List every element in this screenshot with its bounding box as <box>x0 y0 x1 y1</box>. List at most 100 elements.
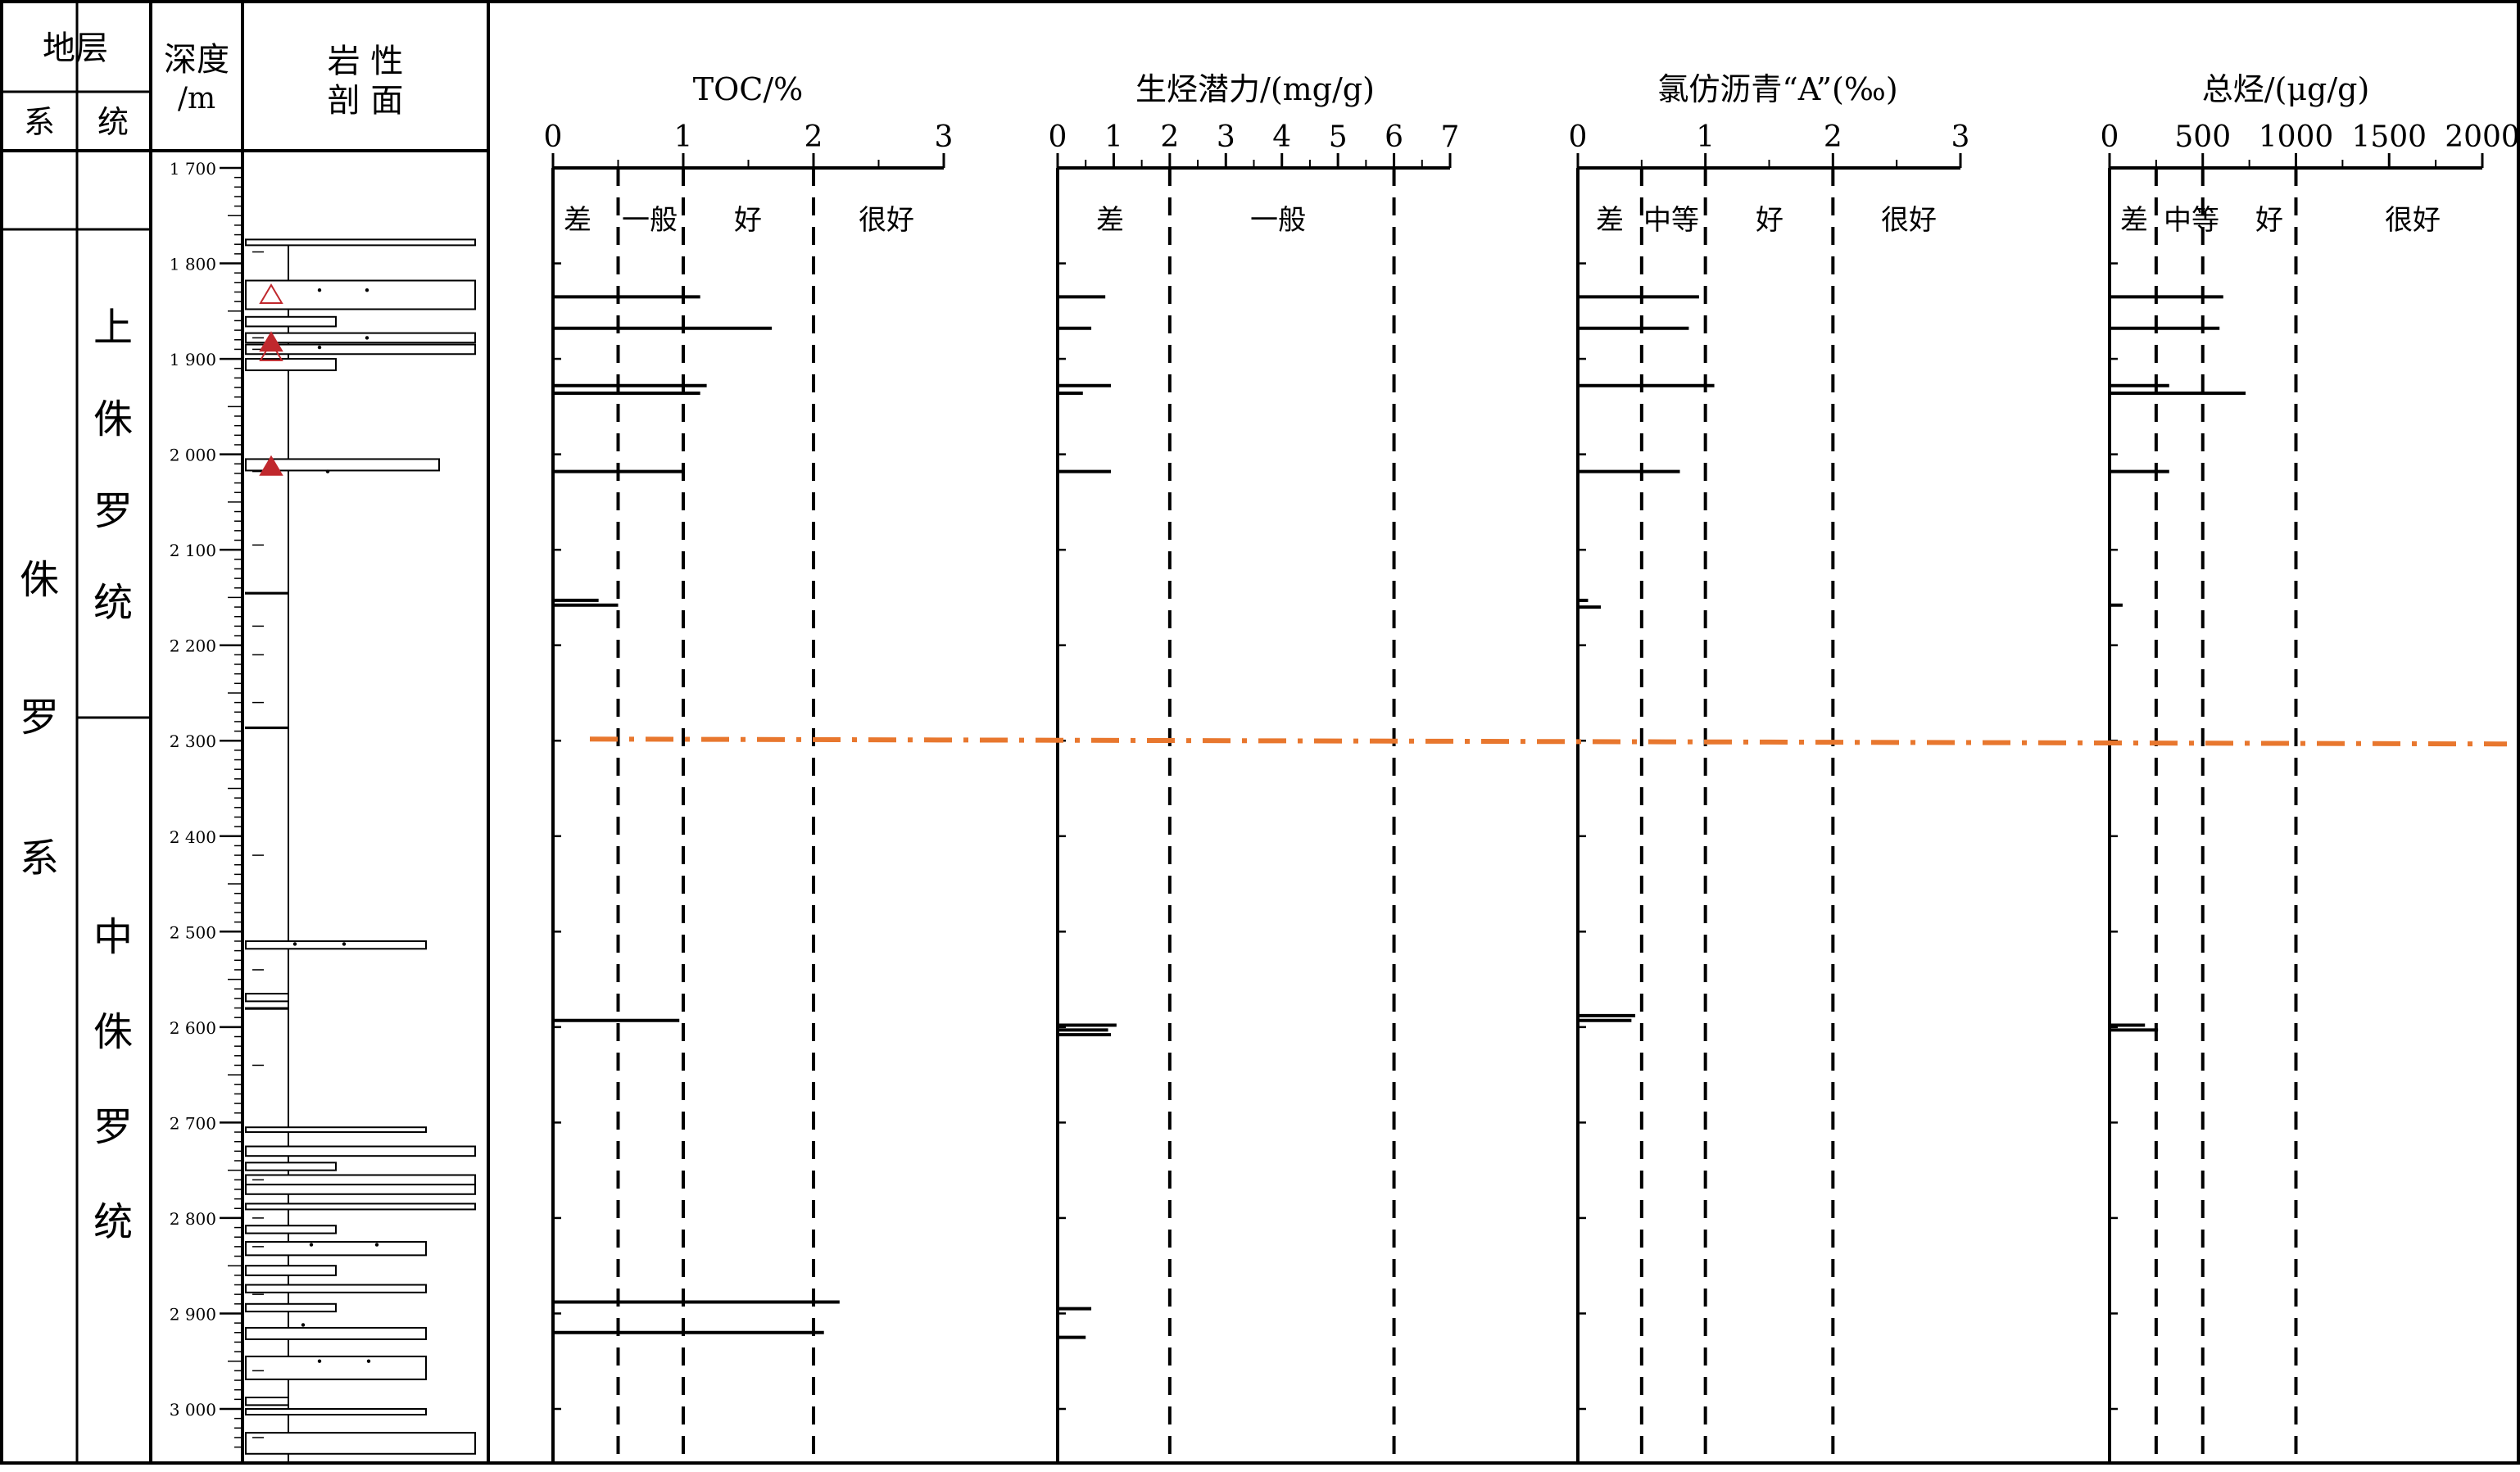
panel-2: 氯仿沥青“A”(‰) 0 1 2 3 差 中等 好 很好 <box>1569 71 1969 1463</box>
lith-bed <box>245 1203 476 1211</box>
panel-tick-label: 0 <box>1049 120 1067 154</box>
stratum-header: 地层 <box>43 29 108 67</box>
lith-bed <box>245 940 427 950</box>
lith-bed <box>245 458 440 472</box>
depth-tick-label: 1 800 <box>170 255 216 274</box>
depth-tick-label: 2 000 <box>170 446 216 465</box>
lith-dot <box>325 469 330 473</box>
panel-class-label: 中等 <box>2164 204 2219 237</box>
depth-tick-label: 2 600 <box>170 1018 216 1038</box>
upper-series-char-0: 上 <box>93 305 133 351</box>
middle-series-char-3: 统 <box>93 1199 133 1245</box>
panel-class-label: 一般 <box>622 204 678 237</box>
panel-tick-label: 2 <box>1824 120 1842 154</box>
panel-tick-label: 0 <box>544 120 563 154</box>
panel-class-label: 差 <box>2120 204 2148 237</box>
system-name: 侏 罗 系 <box>20 557 59 881</box>
lith-bed <box>245 1007 289 1010</box>
lith-bed <box>245 332 476 344</box>
panel-tick-label: 3 <box>1217 120 1235 154</box>
panel-tick-label: 7 <box>1441 120 1460 154</box>
lith-marker-triangle <box>259 455 283 476</box>
lith-dot <box>365 288 369 292</box>
middle-series-name: 中 侏 罗 统 <box>93 914 133 1245</box>
series-boundary-dashdot <box>589 736 2508 747</box>
panel-class-label: 好 <box>2255 204 2283 237</box>
panel-tick-label: 1000 <box>2259 120 2334 154</box>
panel-class-label: 中等 <box>1643 204 1699 237</box>
panel-class-label: 差 <box>1096 204 1124 237</box>
panel-tick-label: 1 <box>674 120 693 154</box>
lith-bed <box>245 1284 427 1293</box>
lith-bed <box>245 1145 476 1157</box>
lith-bed <box>245 1265 337 1276</box>
depth-tick-label: 2 400 <box>170 827 216 847</box>
panel-tick-label: 1 <box>1696 120 1715 154</box>
lith-bed <box>245 1355 427 1380</box>
lith-dot <box>365 336 369 340</box>
lith-header-line1: 岩 性 <box>328 43 404 80</box>
system-char-1: 罗 <box>20 695 59 741</box>
lith-bed <box>245 993 289 1003</box>
upper-series-char-2: 罗 <box>93 488 133 534</box>
panel-tick-label: 2 <box>804 120 823 154</box>
upper-series-name: 上 侏 罗 统 <box>93 305 133 626</box>
panel-class-label: 很好 <box>2385 204 2441 237</box>
lith-bed <box>245 1302 337 1313</box>
system-char-0: 侏 <box>20 557 59 603</box>
middle-series-char-1: 侏 <box>93 1009 133 1055</box>
panel-title: 总烃/(μg/g) <box>2202 71 2370 107</box>
depth-tick-label: 1 900 <box>170 350 216 369</box>
lith-bed <box>245 1225 337 1234</box>
depth-tick-label: 2 900 <box>170 1304 216 1324</box>
lith-bed <box>245 1326 427 1340</box>
depth-tick-label: 2 100 <box>170 541 216 560</box>
depth-tick-label: 2 300 <box>170 731 216 751</box>
lith-bed <box>245 1184 476 1195</box>
panel-class-label: 差 <box>564 204 591 237</box>
lith-dot <box>366 1359 371 1363</box>
lith-dot <box>374 1243 379 1247</box>
panel-class-label: 好 <box>1756 204 1783 237</box>
lith-header-line2: 剖 面 <box>328 82 404 120</box>
lith-bed <box>245 343 476 356</box>
lith-marker-triangle <box>259 283 283 304</box>
geochem-panels: TOC/%0 1 2 3差 一般好很好生烃潜力/(mg/g)0 1 2 3 4 5 6 7差 一般氯仿沥… <box>544 71 2520 1463</box>
panel-class-label: 很好 <box>1881 204 1937 237</box>
panel-tick-label: 1 <box>1104 120 1123 154</box>
lith-bed <box>245 1241 427 1257</box>
middle-series-char-0: 中 <box>93 914 133 960</box>
lith-bed <box>245 358 337 372</box>
lith-bed <box>245 1162 337 1171</box>
panel-1: 生烃潜力/(mg/g) 0 1 2 3 4 5 6 7 差 一般 <box>1049 71 1460 1463</box>
lith-dot <box>309 1243 314 1247</box>
lith-bed <box>245 1408 427 1415</box>
lith-dot <box>317 288 322 292</box>
panel-class-label: 很好 <box>859 204 914 237</box>
upper-series-char-1: 侏 <box>93 396 133 442</box>
panel-3: 总烃/(μg/g) 0 500 1000 1500 2000 差 中等 好 很好 <box>2101 71 2520 1463</box>
panel-tick-label: 5 <box>1329 120 1348 154</box>
panel-tick-label: 2000 <box>2445 120 2520 154</box>
panel-title: 氯仿沥青“A”(‰) <box>1657 71 1897 107</box>
lith-bed <box>245 238 476 247</box>
depth-axis: 1 700 1 800 1 900 2 000 2 100 2 200 2 300 2 400… <box>170 159 244 1463</box>
lith-bed <box>245 1174 476 1186</box>
lithology-column <box>245 238 476 1463</box>
panel-tick-label: 0 <box>2101 120 2119 154</box>
system-header: 系 <box>24 104 55 140</box>
depth-tick-label: 2 200 <box>170 636 216 656</box>
lith-bed <box>245 1432 476 1455</box>
middle-series-char-2: 罗 <box>93 1104 133 1150</box>
panel-tick-label: 2 <box>1160 120 1179 154</box>
series-header: 统 <box>97 104 129 140</box>
lith-bed <box>245 1397 289 1406</box>
lith-bed <box>245 726 289 730</box>
depth-tick-label: 3 000 <box>170 1400 216 1420</box>
panel-0: TOC/% 0 1 2 3 差 一般 好 很好 <box>544 71 954 1463</box>
panel-tick-label: 3 <box>935 120 954 154</box>
lith-bed <box>245 1126 427 1134</box>
lith-dot <box>317 345 322 350</box>
